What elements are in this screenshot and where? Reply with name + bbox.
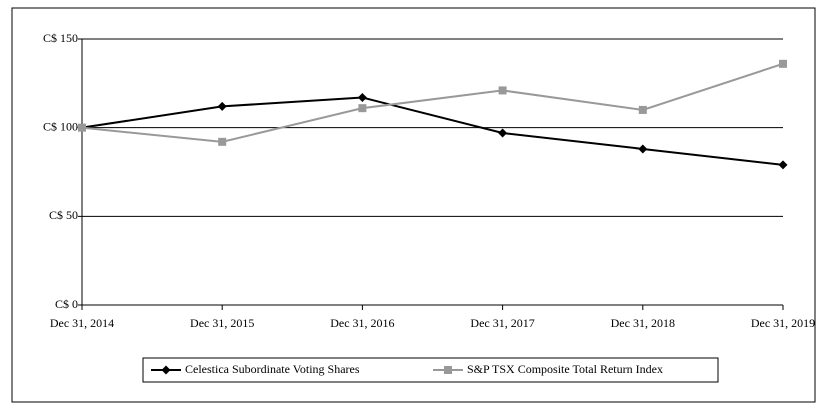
marker xyxy=(161,365,171,375)
x-tick-label: Dec 31, 2017 xyxy=(470,316,534,330)
y-tick-label: C$ 100 xyxy=(43,119,78,133)
legend-box xyxy=(142,357,719,383)
marker xyxy=(444,366,452,374)
x-tick-label: Dec 31, 2015 xyxy=(190,316,254,330)
marker xyxy=(778,160,788,170)
y-tick-label: C$ 50 xyxy=(49,208,78,222)
series-line xyxy=(81,62,784,143)
marker xyxy=(217,101,227,111)
marker xyxy=(357,93,367,103)
marker xyxy=(358,104,367,113)
y-tick-label: C$ 0 xyxy=(55,297,78,311)
marker xyxy=(498,128,508,138)
marker xyxy=(638,144,648,154)
series-line xyxy=(81,96,784,166)
frame xyxy=(11,7,816,403)
marker xyxy=(78,123,86,132)
marker xyxy=(638,105,647,114)
legend-label: S&P TSX Composite Total Return Index xyxy=(467,362,663,376)
x-tick-label: Dec 31, 2016 xyxy=(330,316,394,330)
x-tick-label: Dec 31, 2019 xyxy=(751,316,815,330)
marker xyxy=(779,59,787,68)
marker xyxy=(498,86,507,95)
legend-label: Celestica Subordinate Voting Shares xyxy=(185,362,360,376)
y-tick-label: C$ 150 xyxy=(43,31,78,45)
marker xyxy=(218,137,227,146)
x-tick-label: Dec 31, 2014 xyxy=(50,316,114,330)
x-tick-label: Dec 31, 2018 xyxy=(611,316,675,330)
